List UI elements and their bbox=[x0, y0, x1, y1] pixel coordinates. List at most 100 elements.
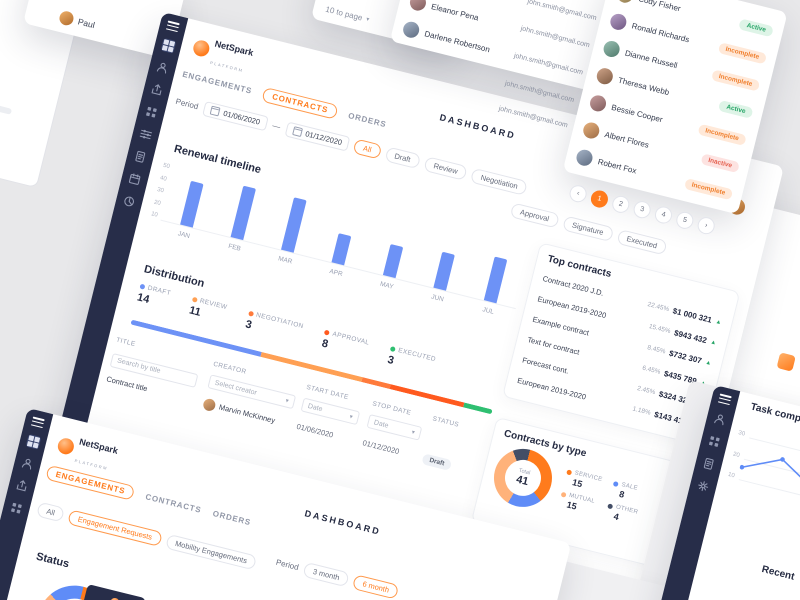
skeleton-line bbox=[0, 92, 13, 115]
user-menu[interactable]: Paul bbox=[57, 9, 96, 32]
orange-app-icon[interactable] bbox=[776, 352, 796, 372]
grid-icon[interactable] bbox=[8, 500, 25, 517]
avatar bbox=[608, 12, 629, 32]
trend-up-icon: ▲ bbox=[704, 359, 712, 367]
legend-dot bbox=[613, 480, 620, 487]
hamburger-menu-icon[interactable] bbox=[717, 393, 732, 406]
user-icon[interactable] bbox=[154, 59, 171, 76]
per-page-label: 10 to page bbox=[324, 4, 364, 23]
filter-chip-draft[interactable]: Draft bbox=[384, 146, 421, 170]
avatar bbox=[581, 120, 601, 141]
export-icon[interactable] bbox=[149, 81, 166, 98]
stat-draft: DRAFT 14 bbox=[135, 283, 172, 307]
tasks-line bbox=[738, 437, 800, 517]
grid-icon[interactable] bbox=[706, 433, 723, 450]
prev-page-button[interactable]: ‹ bbox=[567, 183, 589, 205]
trend-up-icon: ▲ bbox=[709, 338, 718, 347]
filter-chip-all[interactable]: All bbox=[352, 138, 382, 160]
chevron-down-icon: ▾ bbox=[410, 429, 416, 437]
legend-dot bbox=[560, 491, 567, 498]
legend-dot bbox=[139, 283, 146, 290]
chip-6-month[interactable]: 6 month bbox=[352, 574, 400, 600]
user-icon[interactable] bbox=[19, 455, 36, 472]
renewal-bar bbox=[230, 185, 256, 241]
calendar-icon[interactable] bbox=[126, 171, 143, 188]
page-button-3[interactable]: 3 bbox=[631, 199, 653, 221]
logo-mark-icon bbox=[56, 436, 76, 456]
grid-icon[interactable] bbox=[143, 104, 160, 121]
tab-orders[interactable]: ORDERS bbox=[347, 111, 388, 130]
filter-chip-negotiation[interactable]: Negotiation bbox=[470, 167, 529, 196]
period-chips: Period 3 month 6 month bbox=[274, 555, 400, 600]
type-donut: Total 41 bbox=[487, 442, 559, 514]
end-date-value: 01/12/2020 bbox=[304, 129, 344, 148]
legend-dot bbox=[566, 468, 573, 475]
status-badge: Inactive bbox=[700, 152, 741, 173]
stat-negotiation: NEGOTIATION 3 bbox=[244, 310, 305, 332]
legend-dot bbox=[324, 329, 331, 336]
brand-tagline: PLATFORM bbox=[209, 59, 245, 74]
renewal-bar bbox=[382, 243, 404, 279]
legend-dot bbox=[389, 346, 396, 353]
per-page-selector[interactable]: 10 to page ▾ bbox=[325, 5, 371, 25]
user-icon[interactable] bbox=[711, 411, 728, 428]
calendar-icon bbox=[291, 126, 303, 137]
document-icon[interactable] bbox=[132, 148, 149, 165]
stat-approval: APPROVAL 8 bbox=[320, 329, 371, 351]
windows-logo-icon[interactable] bbox=[25, 433, 41, 450]
date-range-dash: — bbox=[271, 120, 282, 132]
calendar-icon bbox=[209, 105, 221, 117]
sidebar bbox=[0, 408, 54, 600]
start-date-value: 01/06/2020 bbox=[222, 108, 261, 127]
windows-logo-icon[interactable] bbox=[160, 37, 176, 54]
engagements-dashboard-panel: NetSpark PLATFORM DASHBOARD ENGAGEMENTS … bbox=[0, 408, 572, 600]
status-badge: Incomplete bbox=[697, 123, 747, 146]
filter-chip-signature[interactable]: Signature bbox=[561, 215, 614, 243]
status-badge: Draft bbox=[421, 453, 453, 471]
gear-icon[interactable] bbox=[695, 478, 712, 495]
avatar bbox=[57, 9, 75, 27]
section-title-status: Status bbox=[34, 550, 71, 571]
period-label: Period bbox=[275, 557, 300, 573]
start-date-picker[interactable]: 01/06/2020 bbox=[202, 101, 269, 132]
chip-mobility-engagements[interactable]: Mobility Engagements bbox=[164, 533, 258, 571]
pie-chart-icon[interactable] bbox=[121, 193, 138, 210]
renewal-bar bbox=[433, 251, 455, 291]
tasks-line-chart: 30 20 10 bbox=[717, 417, 800, 539]
hamburger-menu-icon[interactable] bbox=[30, 416, 45, 429]
legend-dot bbox=[247, 310, 254, 317]
document-icon[interactable] bbox=[700, 455, 717, 472]
legend-dot bbox=[191, 296, 198, 303]
logo-mark-icon bbox=[191, 38, 212, 59]
chip-all[interactable]: All bbox=[36, 501, 66, 523]
avatar bbox=[588, 93, 608, 114]
tab-contracts[interactable]: CONTRACTS bbox=[261, 86, 339, 120]
filter-chip-executed[interactable]: Executed bbox=[616, 228, 668, 256]
chip-engagement-requests[interactable]: Engagement Requests bbox=[67, 509, 163, 547]
avatar bbox=[574, 148, 595, 168]
chip-3-month[interactable]: 3 month bbox=[302, 561, 350, 588]
filter-chip-review[interactable]: Review bbox=[423, 156, 469, 181]
export-icon[interactable] bbox=[14, 477, 31, 494]
renewal-bar bbox=[179, 180, 204, 228]
tab-contracts[interactable]: CONTRACTS bbox=[144, 492, 203, 515]
hamburger-menu-icon[interactable] bbox=[165, 20, 180, 33]
user-name: Paul bbox=[76, 16, 96, 31]
table-header: TITLE CREATOR START DATE STOP DATE STATU… bbox=[115, 336, 460, 429]
stop-date-filter[interactable]: Date ▾ bbox=[366, 414, 423, 441]
brand-tagline: PLATFORM bbox=[74, 457, 109, 472]
tasks-dashboard-panel: Task completion 30 20 10 Recent bbox=[640, 385, 800, 600]
page-button-2[interactable]: 2 bbox=[610, 194, 632, 215]
sliders-icon[interactable] bbox=[137, 126, 154, 143]
section-title-recent: Recent bbox=[760, 563, 796, 583]
page-button-5[interactable]: 5 bbox=[674, 210, 696, 231]
sidebar bbox=[22, 12, 189, 582]
page-button-4[interactable]: 4 bbox=[653, 204, 674, 226]
sidebar bbox=[640, 385, 741, 600]
filter-chip-approval[interactable]: Approval bbox=[509, 202, 560, 229]
tab-orders[interactable]: ORDERS bbox=[211, 508, 252, 528]
renewal-bar bbox=[484, 256, 508, 304]
chevron-down-icon: ▾ bbox=[348, 414, 354, 421]
end-date-picker[interactable]: 01/12/2020 bbox=[284, 121, 351, 152]
avatar bbox=[601, 39, 622, 59]
